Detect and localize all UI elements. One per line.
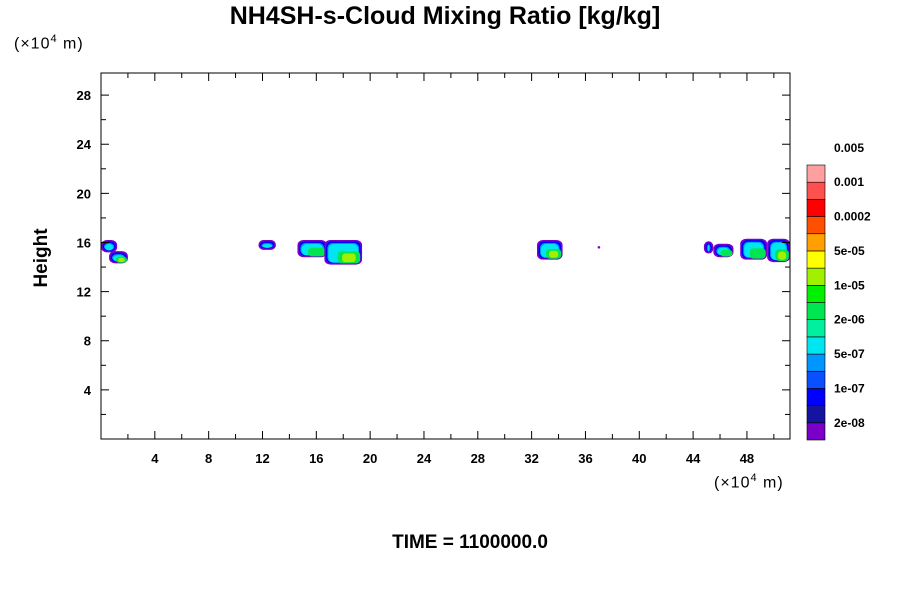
colorbar-label: 0.005 (834, 141, 864, 155)
cloud-core (117, 257, 125, 263)
x-tick-label: 8 (205, 451, 212, 466)
cloud-patch (597, 246, 601, 249)
colorbar-label: 1e-07 (834, 381, 865, 395)
y-tick-label: 28 (77, 88, 91, 103)
cloud-core (720, 249, 733, 257)
plot-frame (100, 72, 791, 440)
cloud-core (549, 250, 559, 258)
time-label: TIME = 1100000.0 (392, 532, 548, 553)
cloud-patch (109, 251, 128, 264)
colorbar-swatch (806, 370, 826, 389)
x-axis-unit: (×104 m) (714, 472, 784, 492)
cloud-layer (707, 245, 710, 252)
colorbar-swatch (806, 181, 826, 200)
y-axis-unit: (×104 m) (14, 33, 84, 53)
colorbar-swatch (806, 319, 826, 338)
cloud-patch (767, 238, 790, 263)
colorbar-swatch (806, 267, 826, 286)
x-tick-label: 16 (309, 451, 323, 466)
y-unit-exponent: 4 (50, 33, 58, 45)
x-tick-label: 48 (740, 451, 754, 466)
colorbar-label: 2e-06 (834, 313, 865, 327)
cloud-shell (597, 246, 601, 249)
cloud-core (342, 253, 356, 263)
colorbar-swatch (806, 336, 826, 355)
y-unit-prefix: (×10 (14, 35, 51, 53)
cloud-patch (324, 240, 363, 265)
colorbar-label: 0.0002 (834, 210, 871, 224)
colorbar-swatch (806, 353, 826, 372)
y-tick-label: 16 (77, 235, 91, 250)
colorbar-swatch (806, 164, 826, 183)
colorbar-label: 0.001 (834, 175, 864, 189)
x-tick-label: 4 (151, 451, 159, 466)
cloud-layer (262, 244, 272, 248)
y-tick-label: 24 (77, 137, 92, 152)
colorbar-label: 2e-08 (834, 416, 865, 430)
colorbar-swatch (806, 285, 826, 303)
cloud-layer (105, 244, 114, 251)
y-tick-label: 12 (77, 285, 91, 300)
x-tick-label: 12 (255, 451, 269, 466)
x-tick-label: 40 (632, 451, 646, 466)
x-unit-prefix: (×10 (714, 474, 751, 492)
colorbar-swatch (806, 233, 826, 252)
colorbar-label: 5e-07 (834, 347, 865, 361)
cloud-patch (713, 243, 734, 258)
chart-title: NH4SH-s-Cloud Mixing Ratio [kg/kg] (229, 2, 661, 30)
cloud-patch (297, 240, 328, 258)
colorbar-swatch (806, 302, 826, 320)
y-tick-label: 8 (84, 334, 91, 349)
cloud-patch (740, 238, 768, 260)
colorbar-swatch (806, 405, 826, 424)
colorbar-swatch (806, 199, 826, 217)
x-tick-label: 36 (578, 451, 592, 466)
x-tick-label: 28 (471, 451, 485, 466)
x-tick-label: 32 (524, 451, 538, 466)
y-tick-label: 20 (77, 186, 91, 201)
cloud-patch (258, 240, 276, 250)
x-tick-label: 44 (686, 451, 701, 466)
x-tick-label: 20 (363, 451, 377, 466)
cloud-patch (101, 240, 118, 253)
y-unit-suffix: m) (57, 35, 84, 53)
y-tick-label: 4 (84, 383, 92, 398)
colorbar-label: 5e-05 (834, 244, 865, 258)
x-tick-label: 24 (417, 451, 432, 466)
cloud-core (749, 248, 766, 259)
colorbar-label: 1e-05 (834, 278, 865, 292)
cloud-patch (703, 241, 714, 254)
cloud-patch (537, 240, 563, 260)
x-unit-suffix: m) (757, 474, 784, 492)
colorbar-swatch (806, 216, 826, 235)
colorbar-swatch (806, 422, 826, 441)
cloud-core (307, 247, 326, 257)
colorbar-swatch (806, 250, 826, 269)
colorbar-swatch (806, 388, 826, 406)
cloud-core (777, 251, 787, 260)
x-unit-exponent: 4 (750, 472, 758, 484)
